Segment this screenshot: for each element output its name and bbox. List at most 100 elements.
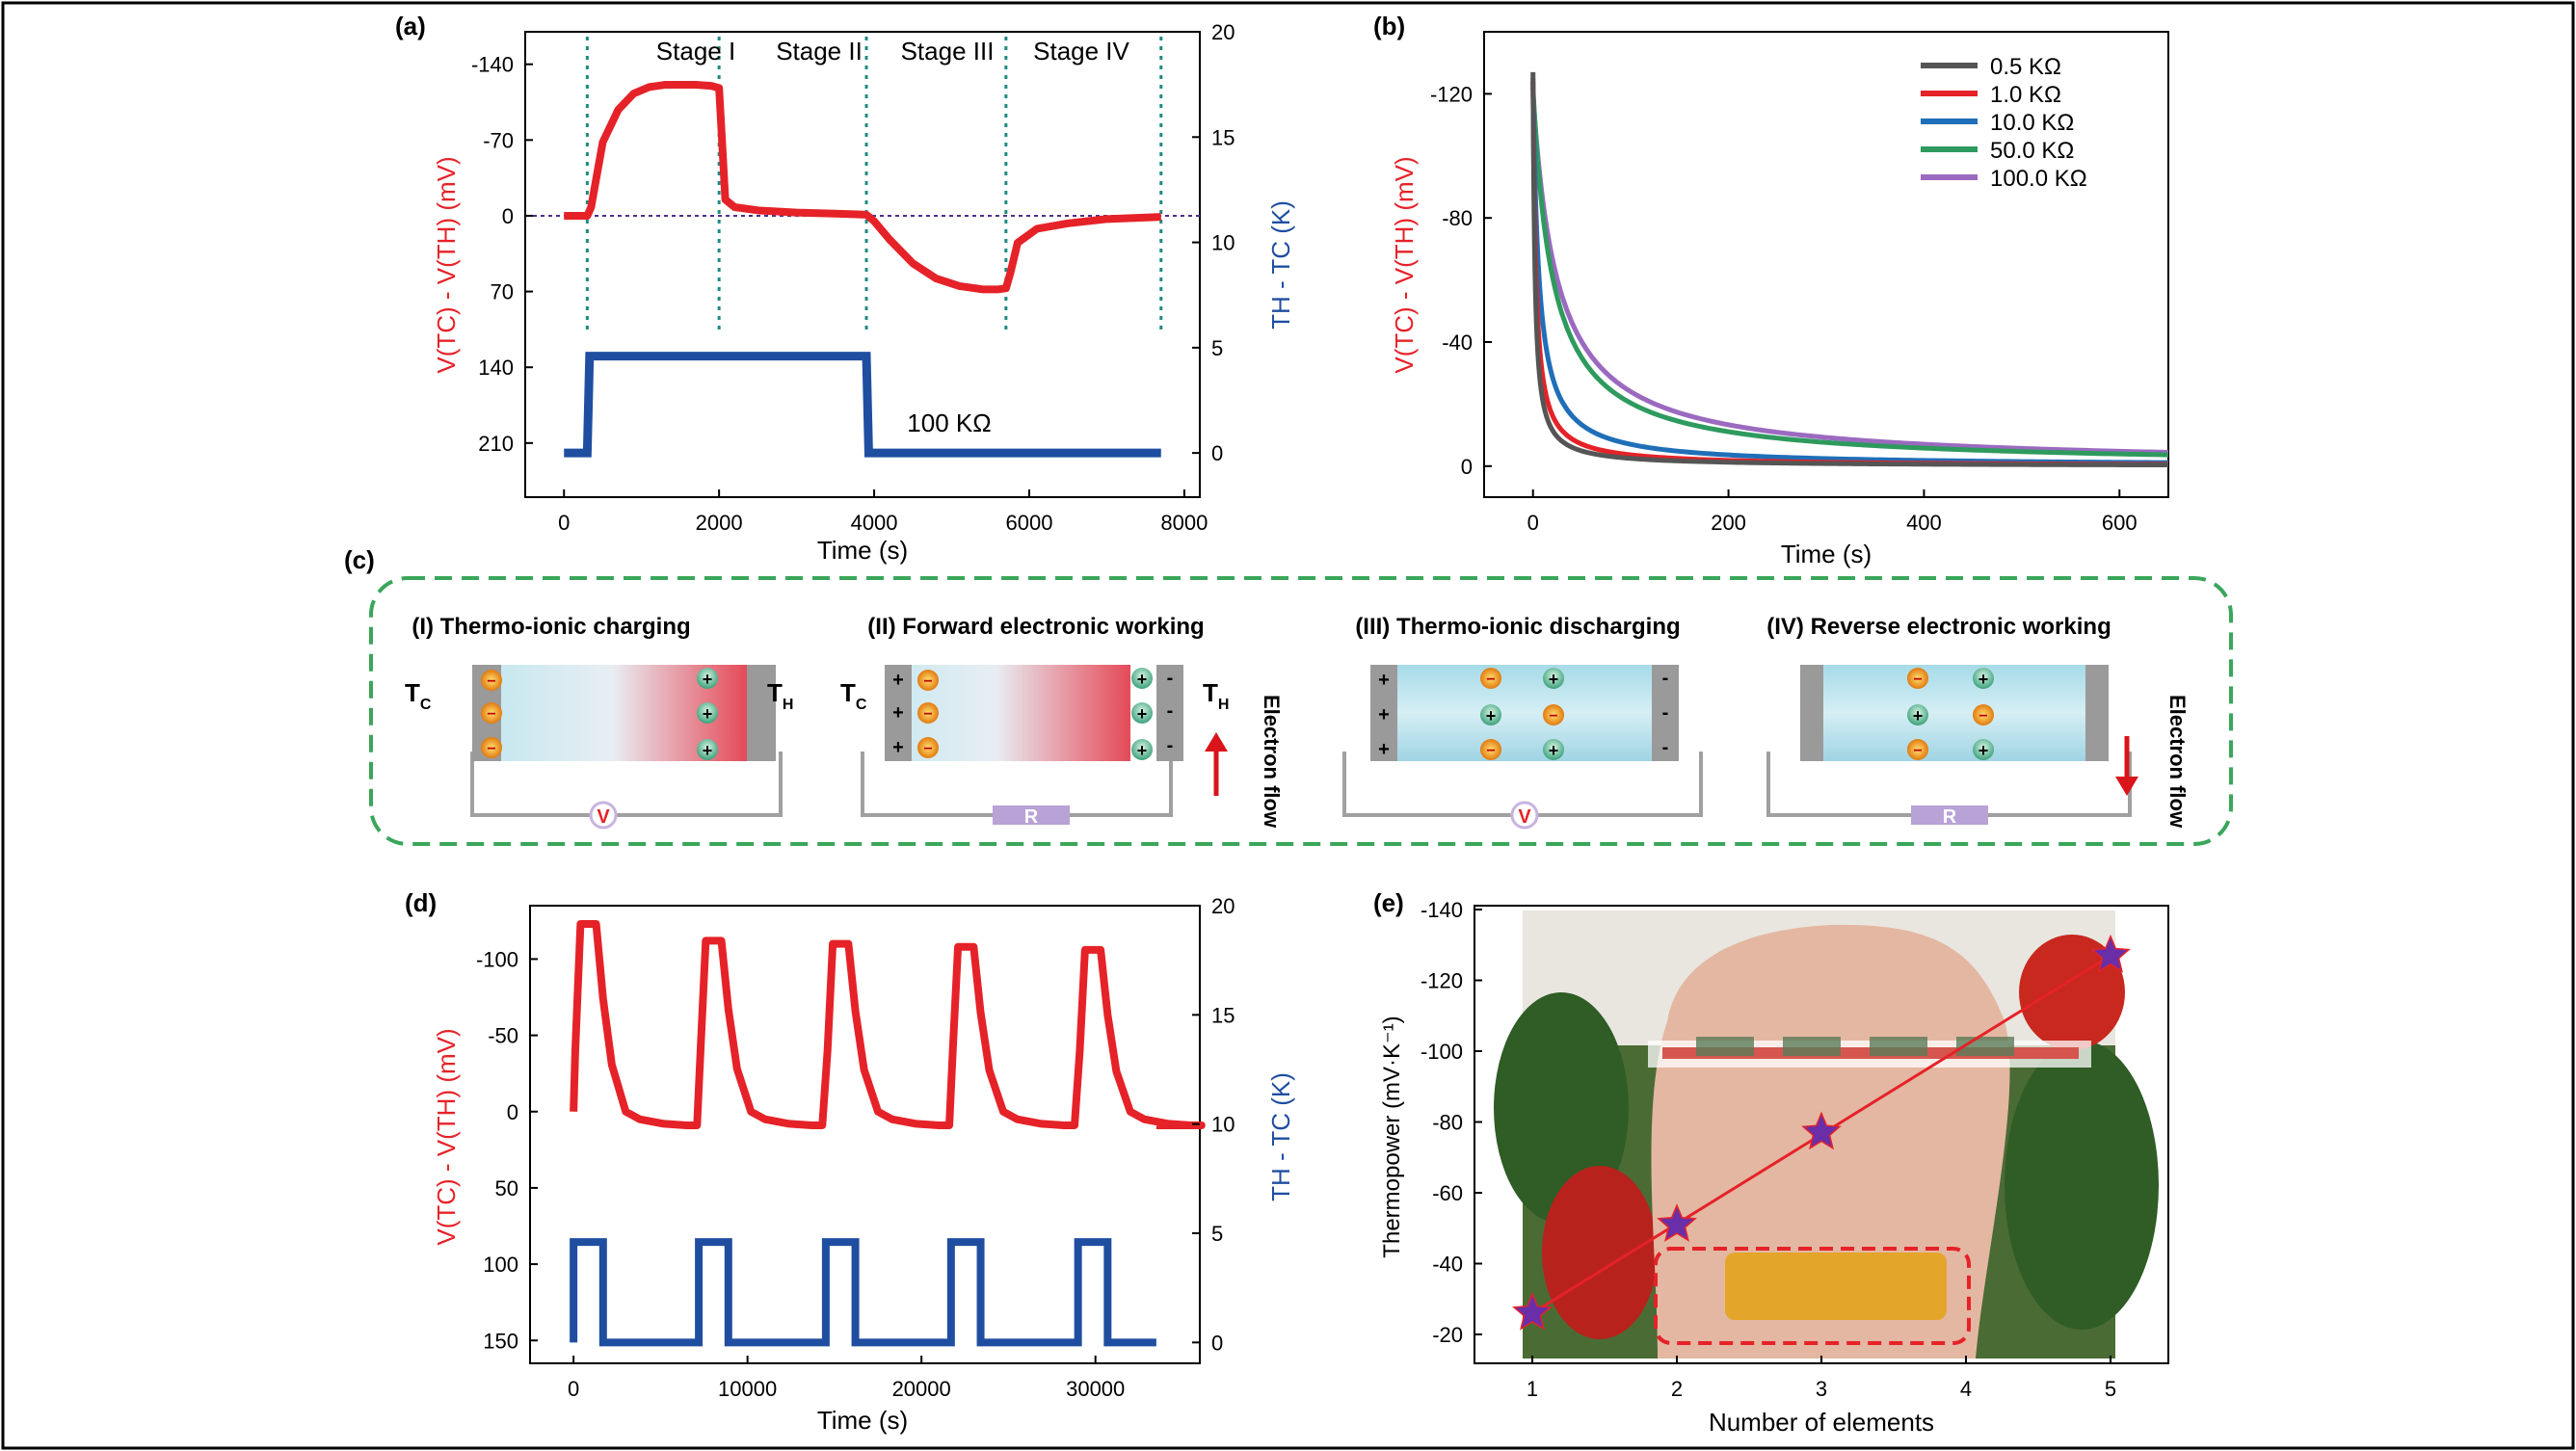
legend-label: 100.0 KΩ [1990,166,2087,192]
step-2-electrode-charge: - [1167,735,1174,756]
panel-e-y-label: Thermopower (mV·K⁻¹) [1379,1016,1405,1257]
step-reverse-electronic-working: (IV) Reverse electronic working − + + − … [1766,614,2190,829]
panel-b-y-ticks: -120 -80 -40 0 [1430,82,1492,479]
svg-text:−: − [1486,743,1495,759]
step-3-ions: − + + − − + [1480,668,1564,760]
temperature-difference-line [564,352,1161,458]
svg-text:+: + [1549,670,1559,689]
step-4-ions: − + + − − + [1907,668,1994,760]
svg-text:+: + [703,670,713,689]
step-2-cations: + + + [1131,668,1153,760]
step-3-electrode-charge: + [1378,739,1390,760]
b-x-tick-label: 0 [1527,511,1539,535]
panel-d-y2-ticks: 0 5 10 15 20 [1192,894,1235,1355]
step-1-hot-electrode [747,665,776,761]
svg-text:+: + [1549,741,1559,760]
d-x-tick-label: 30000 [1066,1377,1125,1401]
panel-c-frame [369,576,2233,846]
b-x-tick-label: 200 [1711,511,1746,535]
d-y2-tick-label: 20 [1211,894,1235,918]
d-y-tick-label: -100 [476,947,518,971]
panel-d-y-label: V(TC) - V(TH) (mV) [432,1028,461,1245]
step-1-cold-label: TC [405,678,432,713]
temperature-difference-line [570,1238,1156,1347]
panel-e-x-ticks: 1 2 3 4 5 [1527,1356,2116,1401]
panel-e: (e) 1 2 3 4 5 -140 -120 -100 -80 -60 -40 -20 Numbe… [1373,888,2169,1437]
e-y-tick-label: -60 [1432,1181,1463,1205]
voltage-line [564,81,1161,294]
svg-text:+: + [1978,670,1989,689]
data-point-star [1801,1111,1842,1150]
d-x-tick-label: 0 [568,1377,579,1401]
step-2-title: (II) Forward electronic working [867,614,1204,640]
step-3-cold-electrode [1370,665,1397,761]
panel-e-x-label: Number of elements [1709,1408,1934,1437]
e-x-tick-label: 4 [1960,1377,1972,1401]
e-y-tick-label: -120 [1421,969,1463,993]
a-y-tick-label: 70 [491,280,514,304]
a-y-tick-label: 140 [478,356,514,380]
svg-text:−: − [487,673,495,690]
step-4-electrolyte [1800,665,2109,761]
step-1-voltmeter-icon [589,801,618,830]
step-2-flow-label: Electron flow [1260,695,1284,829]
step-forward-electronic-working: (II) Forward electronic working − − − + … [840,614,1284,829]
step-2-anions: − − − [917,670,939,758]
panel-b-x-label: Time (s) [1781,540,1872,568]
step-4-meter-label: R [1943,806,1957,828]
a-y-tick-label: -140 [471,53,514,77]
a-y2-tick-label: 10 [1211,231,1235,255]
step-3-voltmeter-icon [1510,801,1539,830]
e-x-tick-label: 1 [1527,1377,1538,1401]
a-x-tick-label: 4000 [851,511,898,535]
step-2-hot-label: TH [1203,678,1229,713]
stage-label-2: Stage II [776,37,863,66]
a-x-tick-label: 0 [558,511,570,535]
data-point-star [1512,1292,1553,1331]
panel-d-x-ticks: 0 10000 20000 30000 [568,1356,1125,1401]
svg-text:−: − [487,741,495,757]
decay-line [1530,93,2169,455]
step-1-circuit-wire [470,752,783,817]
a-y-tick-label: 210 [478,432,514,456]
step-3-electrode-charge: - [1662,737,1669,758]
svg-text:−: − [1978,708,1987,725]
step-1-meter-label: V [597,806,610,828]
panel-d-x-label: Time (s) [817,1406,908,1435]
panel-a-x-label: Time (s) [817,536,908,565]
step-3-electrode-charge: + [1378,704,1390,726]
svg-text:+: + [1978,741,1989,760]
svg-text:−: − [923,706,932,723]
a-y2-tick-label: 0 [1211,441,1223,465]
a-y-tick-label: -70 [483,128,514,152]
legend-label: 10.0 KΩ [1990,110,2074,136]
panel-a-series [564,81,1161,458]
panel-d-y2-label: TH - TC (K) [1266,1072,1295,1201]
step-4-flow-arrow-head [2115,777,2138,796]
panel-a-y2-label: TH - TC (K) [1266,200,1295,330]
b-y-tick-label: -40 [1442,330,1473,355]
step-2-electrode-charge: + [892,670,904,691]
step-3-electrode-charge: - [1662,668,1669,689]
panel-a-frame [524,31,1201,498]
step-2-cold-label: TC [840,678,867,713]
data-point-star [2090,934,2131,973]
svg-text:+: + [703,741,713,760]
panel-a-y-label: V(TC) - V(TH) (mV) [432,156,461,373]
legend-label: 0.5 KΩ [1990,54,2061,80]
e-y-tick-label: -40 [1432,1253,1463,1277]
d-y-tick-label: 0 [507,1100,518,1124]
svg-text:+: + [1137,670,1148,689]
step-1-hot-label: TH [767,678,793,713]
panel-d-y-ticks: -100 -50 0 50 100 150 [476,947,538,1353]
legend-label: 50.0 KΩ [1990,138,2074,164]
panel-b-y-label: V(TC) - V(TH) (mV) [1390,156,1419,373]
step-3-electrolyte [1370,665,1679,761]
d-y2-tick-label: 10 [1211,1113,1235,1137]
step-4-flow-label: Electron flow [2165,695,2190,829]
b-y-tick-label: -120 [1430,82,1473,106]
panel-b-frame [1483,31,2169,498]
d-y-tick-label: 150 [483,1329,518,1353]
